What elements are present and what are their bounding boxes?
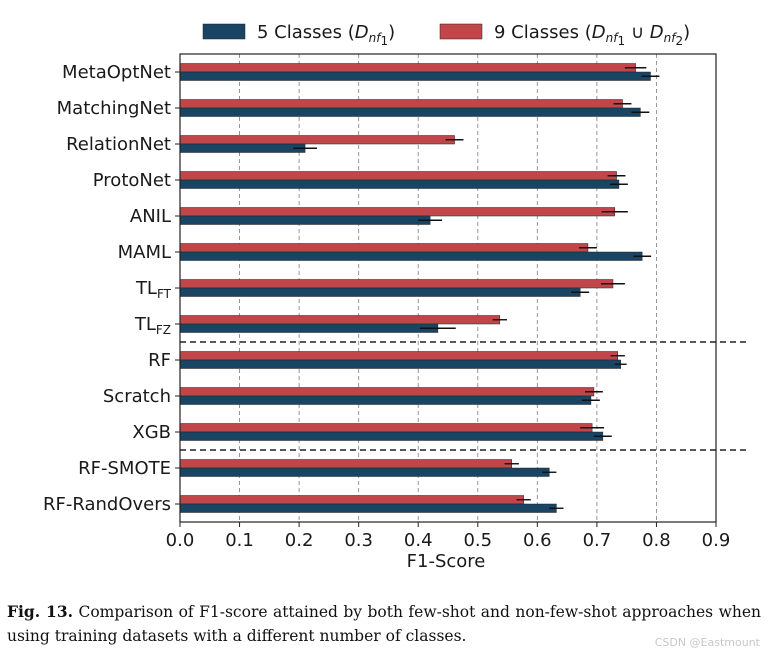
bar-9-classes: [179, 135, 455, 145]
x-tick-label: 0.7: [583, 530, 612, 551]
f1-score-bar-chart: 0.0 0.1 0.2 0.3 0.4 0.5 0.6 0.7 0.8 0.9 MetaOptNet…: [43, 22, 746, 572]
bar-5-classes: [179, 143, 306, 153]
bar-5-classes: [179, 71, 651, 81]
bar-9-classes: [179, 279, 614, 289]
bar-9-classes: [179, 171, 617, 181]
category-label: RelationNet: [66, 134, 171, 155]
category-label: ProtoNet: [93, 170, 171, 191]
category-label: RF-RandOvers: [43, 494, 171, 515]
bar-5-classes: [179, 359, 621, 369]
x-tick-label: 0.0: [166, 530, 195, 551]
bar-9-classes: [179, 315, 501, 325]
watermark: CSDN @Eastmount: [654, 636, 760, 649]
figure-caption: Fig. 13. Comparison of F1-score attained…: [7, 600, 761, 648]
category-label: MetaOptNet: [62, 62, 171, 83]
bar-5-classes: [179, 431, 604, 441]
x-tick-label: 0.9: [702, 530, 731, 551]
bar-9-classes: [179, 207, 616, 217]
x-tick-label: 0.6: [523, 530, 552, 551]
category-label: RF-SMOTE: [78, 458, 171, 479]
bar-5-classes: [179, 503, 557, 513]
legend-label: 9 Classes (Dnf1 ∪ Dnf2): [494, 22, 690, 48]
bar-5-classes: [179, 107, 641, 117]
caption-text: Comparison of F1-score attained by both …: [7, 603, 761, 645]
bar-9-classes: [179, 423, 593, 433]
category-label: XGB: [132, 422, 171, 443]
bar-5-classes: [179, 215, 431, 225]
x-tick-label: 0.5: [463, 530, 492, 551]
category-label: MAML: [118, 242, 171, 263]
bar-9-classes: [179, 495, 524, 505]
bar-9-classes: [179, 63, 636, 73]
category-label: RF: [148, 350, 171, 371]
x-tick-label: 0.8: [642, 530, 671, 551]
legend-label: 5 Classes (Dnf1): [257, 22, 395, 48]
x-tick-label: 0.4: [404, 530, 433, 551]
legend-swatch: [439, 23, 483, 40]
bar-5-classes: [179, 179, 620, 189]
bar-9-classes: [179, 99, 623, 109]
bar-5-classes: [179, 467, 550, 477]
category-label: ANIL: [130, 206, 171, 227]
bar-5-classes: [179, 323, 439, 333]
category-label: Scratch: [103, 386, 171, 407]
bar-9-classes: [179, 387, 595, 397]
bar-5-classes: [179, 251, 643, 261]
bar-9-classes: [179, 243, 589, 253]
legend-swatch: [202, 23, 246, 40]
x-axis-title: F1-Score: [407, 551, 486, 572]
category-label: MatchingNet: [57, 98, 171, 119]
x-tick-label: 0.1: [225, 530, 254, 551]
bar-9-classes: [179, 459, 512, 469]
bar-9-classes: [179, 351, 618, 361]
bar-5-classes: [179, 395, 592, 405]
x-tick-label: 0.2: [285, 530, 314, 551]
bar-5-classes: [179, 287, 581, 297]
category-label: TLFT: [135, 278, 172, 301]
figure-label: Fig. 13.: [7, 602, 74, 621]
category-label: TLFZ: [134, 314, 171, 337]
x-tick-label: 0.3: [344, 530, 373, 551]
